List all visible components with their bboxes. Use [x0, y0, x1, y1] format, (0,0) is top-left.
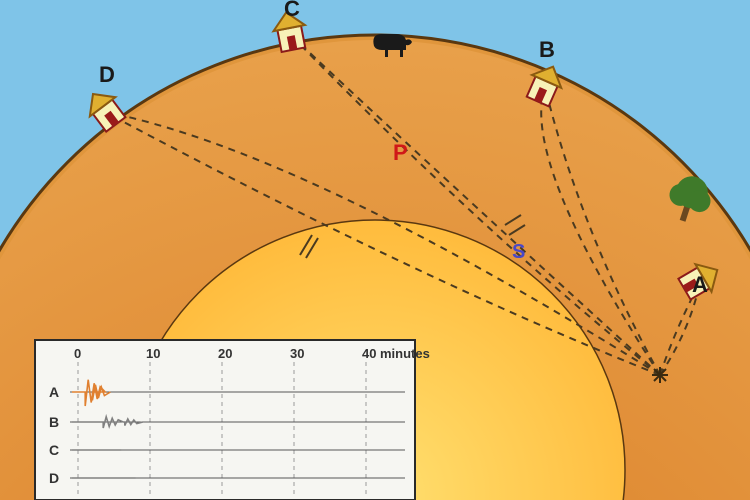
time-tick-30: 30 — [290, 346, 304, 361]
seismo-row-label-c: C — [49, 442, 59, 458]
time-tick-40: 40 — [362, 346, 376, 361]
epicenter-icon — [652, 367, 668, 383]
wave-label-s: S — [512, 241, 525, 263]
time-tick-0: 0 — [74, 346, 81, 361]
station-label-b: B — [539, 37, 555, 62]
time-tick-20: 20 — [218, 346, 232, 361]
station-label-d: D — [99, 62, 115, 87]
wave-label-p: P — [393, 140, 408, 165]
seismo-row-label-d: D — [49, 470, 59, 486]
seismo-row-label-b: B — [49, 414, 59, 430]
diagram-root: PSABCD010203040minutesABCD — [0, 0, 750, 500]
seismo-row-label-a: A — [49, 384, 59, 400]
station-label-c: C — [284, 0, 300, 21]
diagram-svg: PSABCD010203040minutesABCD — [0, 0, 750, 500]
time-unit-label: minutes — [380, 346, 430, 361]
time-tick-10: 10 — [146, 346, 160, 361]
station-label-a: A — [692, 272, 708, 297]
seismograph-panel: 0 10 20 30 40 minutes ABCD — [35, 340, 430, 500]
